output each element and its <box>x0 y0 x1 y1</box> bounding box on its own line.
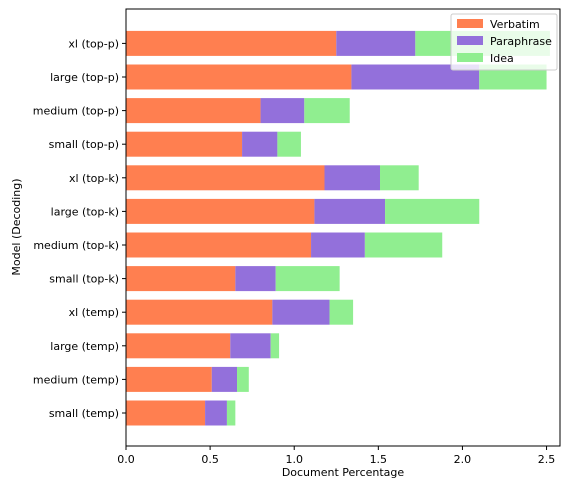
y-tick-label: medium (temp) <box>33 373 119 386</box>
bar-idea-7 <box>380 165 419 191</box>
bar-verbatim-10 <box>126 64 352 90</box>
bar-verbatim-0 <box>126 400 206 426</box>
x-axis-label: Document Percentage <box>282 466 405 479</box>
bar-paraphrase-0 <box>205 400 227 426</box>
bar-idea-3 <box>329 299 354 325</box>
legend-label-paraphrase: Paraphrase <box>490 35 552 48</box>
x-tick-label: 2.5 <box>538 453 556 466</box>
bar-verbatim-5 <box>126 232 312 258</box>
bar-verbatim-6 <box>126 198 315 224</box>
bar-verbatim-8 <box>126 131 243 157</box>
bars-layer <box>126 30 550 426</box>
bar-verbatim-11 <box>126 30 337 56</box>
y-axis-ticks: small (temp) medium (temp) large (temp) xl … <box>33 37 126 420</box>
bar-paraphrase-3 <box>272 299 330 325</box>
legend-swatch-verbatim <box>457 19 483 28</box>
bar-verbatim-3 <box>126 299 273 325</box>
legend-swatch-paraphrase <box>457 36 483 45</box>
y-tick-label: xl (temp) <box>69 306 119 319</box>
bar-idea-2 <box>270 333 280 359</box>
y-tick-label: xl (top-k) <box>69 172 119 185</box>
bar-idea-6 <box>385 198 480 224</box>
y-tick-label: small (temp) <box>49 407 119 420</box>
legend-swatch-idea <box>457 53 483 62</box>
y-tick-label: large (top-p) <box>50 71 119 84</box>
x-tick-label: 1.5 <box>370 453 388 466</box>
y-tick-label: medium (top-p) <box>33 105 119 118</box>
bar-paraphrase-7 <box>324 165 381 191</box>
legend-label-idea: Idea <box>490 52 514 65</box>
bar-paraphrase-5 <box>311 232 365 258</box>
bar-paraphrase-6 <box>314 198 386 224</box>
bar-verbatim-7 <box>126 165 325 191</box>
x-tick-label: 1.0 <box>285 453 303 466</box>
y-tick-label: small (top-p) <box>49 138 119 151</box>
bar-idea-9 <box>304 98 350 124</box>
y-tick-label: xl (top-p) <box>68 37 119 50</box>
y-tick-label: large (top-k) <box>51 205 119 218</box>
y-tick-label: large (temp) <box>50 340 119 353</box>
bar-paraphrase-4 <box>235 266 276 292</box>
bar-idea-5 <box>364 232 443 258</box>
bar-verbatim-2 <box>126 333 231 359</box>
legend: Verbatim Paraphrase Idea <box>450 13 558 71</box>
bar-idea-8 <box>277 131 301 157</box>
bar-verbatim-9 <box>126 98 261 124</box>
bar-verbatim-4 <box>126 266 236 292</box>
legend-label-verbatim: Verbatim <box>490 18 540 31</box>
bar-paraphrase-9 <box>260 98 305 124</box>
x-tick-label: 0.0 <box>117 453 135 466</box>
x-tick-label: 0.5 <box>201 453 219 466</box>
bar-idea-1 <box>237 366 249 392</box>
y-axis-label: Model (Decoding) <box>10 178 23 275</box>
bar-paraphrase-2 <box>230 333 271 359</box>
plot-frame <box>125 8 561 447</box>
bar-verbatim-1 <box>126 366 212 392</box>
bar-idea-4 <box>275 266 340 292</box>
bar-idea-0 <box>226 400 236 426</box>
bar-paraphrase-11 <box>336 30 416 56</box>
bar-paraphrase-1 <box>211 366 238 392</box>
bar-paraphrase-8 <box>242 131 278 157</box>
x-axis-ticks: 0.0 0.5 1.0 1.5 2.0 2.5 <box>117 446 555 466</box>
y-tick-label: small (top-k) <box>49 273 119 286</box>
y-tick-label: medium (top-k) <box>33 239 119 252</box>
x-tick-label: 2.0 <box>454 453 472 466</box>
